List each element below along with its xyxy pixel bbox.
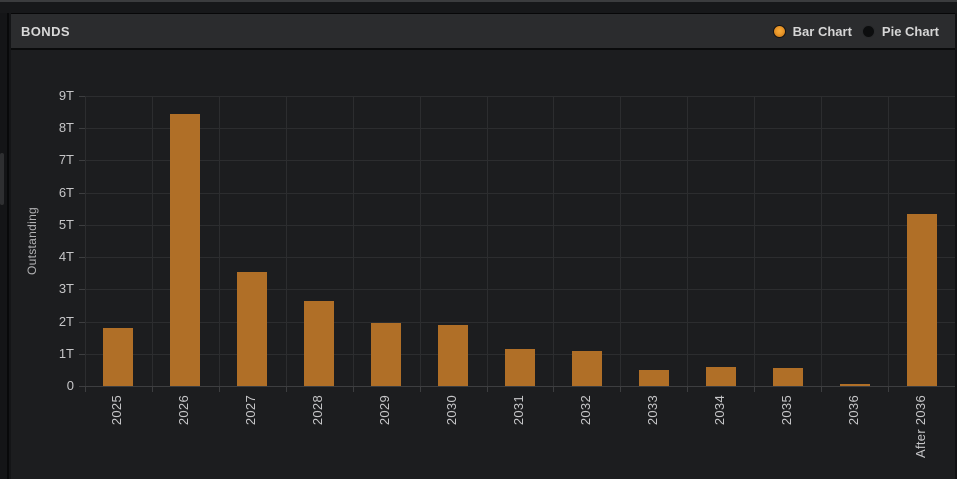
y-axis-label: 8T — [58, 120, 74, 136]
v-gridline — [85, 96, 86, 386]
bar-chart: Outstanding 0 1T 2T 3T 4T 5T 6T 7T 8T 9T 2025 2026 2… — [11, 50, 957, 479]
y-axis-tick — [79, 386, 85, 387]
x-axis-tick — [553, 387, 555, 392]
x-axis-label: 2031 — [511, 395, 526, 426]
x-axis-label: 2032 — [577, 395, 593, 426]
bar-chart-label[interactable]: Bar Chart — [792, 23, 852, 39]
x-axis-label: 2036 — [845, 395, 861, 426]
h-gridline — [85, 160, 955, 162]
y-axis-label: 3T — [58, 281, 74, 297]
bar-2029[interactable] — [371, 323, 402, 386]
h-gridline — [85, 128, 955, 130]
y-axis-label: 1T — [58, 345, 74, 361]
chart-type-toggle: Bar Chart Pie Chart — [772, 23, 939, 39]
x-axis-tick — [888, 387, 890, 392]
v-gridline — [821, 96, 823, 386]
x-axis-label: 2027 — [243, 395, 259, 426]
y-axis-tick — [79, 192, 85, 194]
h-gridline — [85, 289, 955, 291]
x-axis-tick — [620, 387, 622, 392]
bar-2034[interactable] — [705, 366, 736, 386]
right-edge — [955, 13, 957, 479]
x-axis-label: 2034 — [711, 395, 727, 426]
y-axis-label: 5T — [58, 216, 74, 232]
v-gridline — [486, 96, 488, 386]
pie-chart-label[interactable]: Pie Chart — [881, 23, 939, 39]
bar-2030[interactable] — [438, 324, 469, 386]
bar-2033[interactable] — [638, 369, 669, 386]
x-axis-tick — [486, 387, 488, 392]
y-axis-tick — [79, 257, 85, 259]
left-rail — [0, 13, 9, 479]
h-gridline — [85, 224, 955, 226]
y-axis-tick — [79, 128, 85, 130]
bar-2036[interactable] — [839, 384, 870, 386]
pie-chart-radio-icon[interactable] — [861, 24, 875, 38]
y-axis-label: 2T — [58, 313, 74, 329]
y-axis-label: 7T — [58, 152, 74, 168]
h-gridline — [85, 96, 955, 97]
h-gridline — [85, 257, 955, 259]
y-axis-label: 6T — [58, 184, 74, 200]
x-axis-label: 2025 — [109, 395, 125, 426]
x-axis-tick — [85, 387, 86, 392]
x-axis-tick — [218, 387, 220, 392]
y-axis-tick — [79, 224, 85, 226]
y-axis-label: 9T — [58, 88, 74, 103]
v-gridline — [888, 96, 890, 386]
y-axis-label: 0 — [66, 378, 74, 393]
v-gridline — [151, 96, 153, 386]
pie-chart-option[interactable]: Pie Chart — [861, 23, 939, 39]
panel-header: BONDS Bar Chart Pie Chart — [11, 13, 957, 50]
bar-2025[interactable] — [103, 328, 134, 386]
bar-2035[interactable] — [772, 368, 803, 386]
bar-2032[interactable] — [571, 350, 602, 386]
v-gridline — [285, 96, 287, 386]
vertical-scrollbar-thumb[interactable] — [0, 153, 4, 205]
y-axis-tick — [79, 321, 85, 323]
x-axis-tick — [687, 387, 689, 392]
y-axis-tick — [79, 96, 85, 97]
v-gridline — [218, 96, 220, 386]
h-gridline — [85, 192, 955, 194]
x-axis-tick — [151, 387, 153, 392]
v-gridline — [553, 96, 555, 386]
v-gridline — [352, 96, 354, 386]
x-axis-label: After 2036 — [912, 395, 928, 458]
x-axis-label: 2026 — [176, 395, 192, 426]
x-axis-line — [85, 386, 955, 387]
y-axis-tick — [79, 160, 85, 162]
top-strip — [0, 0, 957, 13]
bar-2031[interactable] — [505, 348, 535, 386]
bar-chart-option[interactable]: Bar Chart — [772, 23, 852, 39]
v-gridline — [687, 96, 689, 386]
bar-chart-radio-icon[interactable] — [772, 24, 786, 38]
v-gridline — [620, 96, 622, 386]
x-axis-label: 2028 — [310, 395, 326, 426]
y-axis-tick — [79, 289, 85, 291]
y-axis-title: Outstanding — [25, 207, 39, 276]
x-axis-label: 2033 — [644, 395, 660, 426]
x-axis-tick — [821, 387, 823, 392]
y-axis-tick — [79, 353, 85, 355]
panel-title: BONDS — [21, 23, 70, 39]
h-gridline — [85, 321, 955, 323]
y-axis-label: 4T — [58, 249, 74, 265]
v-gridline — [754, 96, 756, 386]
x-axis-tick — [419, 387, 421, 392]
x-axis-label: 2035 — [778, 395, 794, 426]
v-gridline — [419, 96, 421, 386]
x-axis-tick — [285, 387, 287, 392]
x-axis-label: 2030 — [444, 395, 460, 426]
bar-2028[interactable] — [304, 300, 335, 386]
x-axis-tick — [352, 387, 354, 392]
top-divider — [0, 0, 957, 2]
x-axis-tick — [754, 387, 756, 392]
bar-2026[interactable] — [170, 113, 201, 386]
x-axis-label: 2029 — [377, 395, 393, 426]
bar-after-2036[interactable] — [906, 213, 937, 386]
bar-2027[interactable] — [237, 271, 268, 386]
